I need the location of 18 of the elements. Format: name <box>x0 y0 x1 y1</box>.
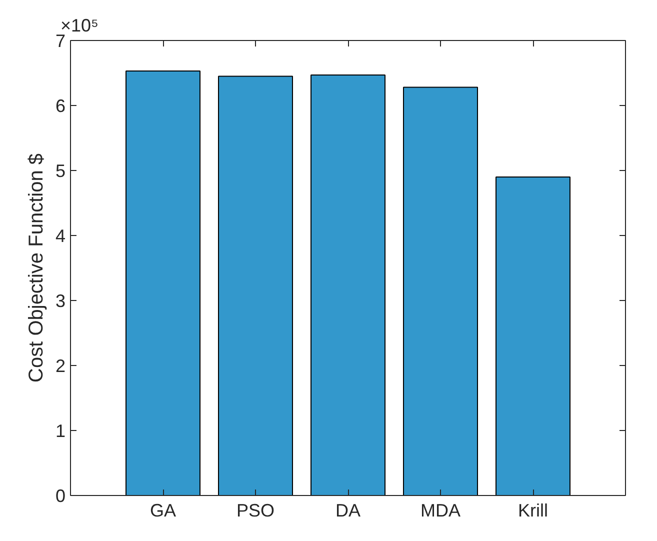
y-tick-label: 3 <box>55 291 66 311</box>
x-tick-label: DA <box>336 500 361 520</box>
y-tick-label: 1 <box>55 421 66 441</box>
bar <box>218 76 293 496</box>
x-tick-label: GA <box>150 500 176 520</box>
bar <box>496 176 570 496</box>
x-tick-label: Krill <box>518 500 548 520</box>
x-tick-label: MDA <box>420 500 460 520</box>
y-tick-label: 5 <box>55 161 66 181</box>
y-axis-title: Cost Objective Function $ <box>25 153 48 382</box>
bar <box>403 86 478 496</box>
y-tick-label: 4 <box>55 226 66 246</box>
bar <box>310 74 386 496</box>
y-tick-label: 2 <box>55 356 66 376</box>
bar <box>126 70 200 496</box>
x-tick-label: PSO <box>236 500 275 520</box>
y-tick-label: 0 <box>55 486 66 506</box>
y-tick-label: 6 <box>55 96 66 116</box>
